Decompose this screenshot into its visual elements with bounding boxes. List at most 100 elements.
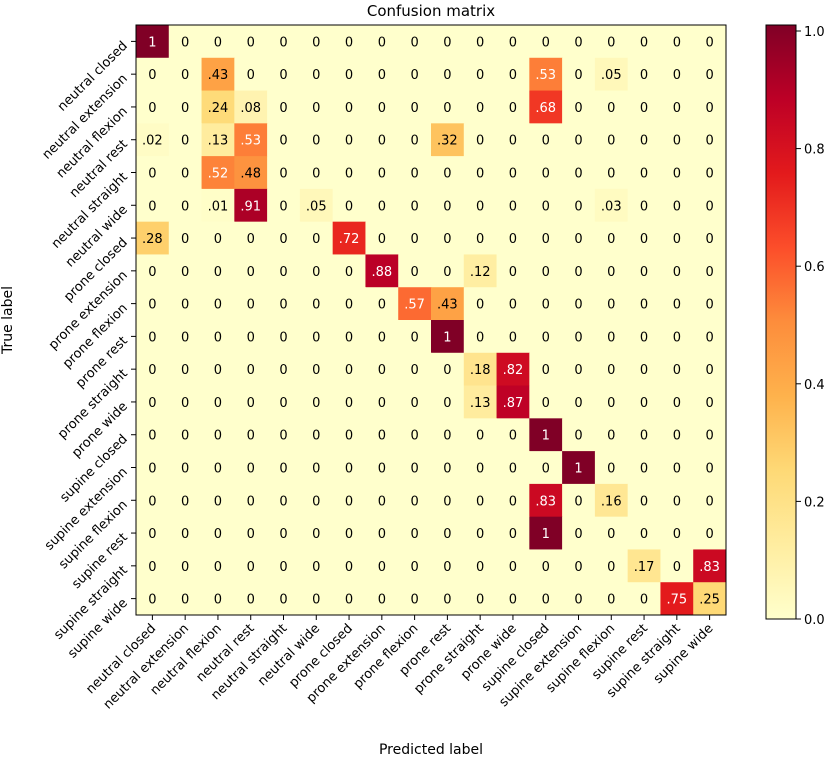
cell-value-label: 0: [705, 330, 713, 345]
heatmap-cell: [529, 582, 563, 616]
cell-value-label: 0: [279, 330, 287, 345]
cell-value-label: 0: [476, 494, 484, 509]
heatmap-cell: [168, 549, 203, 583]
heatmap-cell: [660, 254, 694, 288]
cell-value-label: 0: [673, 429, 681, 444]
cell-value-label: 0: [214, 429, 222, 444]
heatmap-cell: [627, 123, 661, 157]
heatmap-cell: [463, 57, 498, 92]
heatmap-cell: [136, 57, 170, 92]
cell-value-label: 0: [705, 396, 713, 411]
cell-value-label: 0: [705, 429, 713, 444]
cell-value-label: 0: [181, 101, 189, 116]
cell-value-label: 1: [148, 35, 156, 50]
heatmap-cell: [332, 582, 366, 616]
heatmap-cell: [267, 320, 301, 354]
heatmap-cell: [201, 221, 235, 255]
cell-value-label: 0: [345, 298, 353, 313]
cell-value-label: 0: [607, 134, 615, 149]
heatmap-cell: [463, 352, 498, 387]
heatmap-cell: [660, 188, 694, 223]
cell-value-label: 0: [705, 494, 713, 509]
cell-value-label: 0: [443, 429, 451, 444]
cell-value-label: 0: [410, 265, 418, 280]
heatmap-cell: [463, 549, 498, 583]
cell-value-label: 0: [410, 35, 418, 50]
heatmap-cell: [201, 549, 235, 583]
heatmap-cell: [201, 287, 235, 321]
heatmap-cell: [594, 156, 629, 190]
heatmap-cell: [431, 451, 465, 485]
heatmap-cell: [693, 156, 727, 190]
heatmap-cell: [529, 287, 563, 321]
cell-value-label: 0: [542, 298, 550, 313]
cell-value-label: 0: [279, 101, 287, 116]
heatmap-cell: [136, 418, 170, 452]
cell-value-label: 0: [574, 134, 582, 149]
heatmap-cell: [234, 385, 268, 419]
heatmap-cell: [594, 516, 629, 550]
heatmap-cell: [660, 90, 694, 124]
cell-value-label: 0: [673, 35, 681, 50]
heatmap-cell: [693, 287, 727, 321]
heatmap-cell: [201, 25, 235, 59]
heatmap-cell: [693, 549, 727, 583]
cell-value-label: 0: [279, 396, 287, 411]
cell-value-label: 0: [574, 68, 582, 83]
cell-value-label: 0: [705, 232, 713, 247]
cell-value-label: 0: [443, 396, 451, 411]
cell-value-label: 0: [214, 593, 222, 608]
cell-value-label: 0: [214, 527, 222, 542]
cell-value-label: 0: [181, 68, 189, 83]
cell-value-label: 0: [509, 462, 517, 477]
cell-value-label: 0: [410, 68, 418, 83]
heatmap-cell: [299, 418, 334, 452]
cell-value-label: 0: [148, 462, 156, 477]
cell-value-label: 0: [705, 298, 713, 313]
heatmap-cell: [365, 57, 399, 92]
cell-value-label: 0: [181, 462, 189, 477]
heatmap-cell: [660, 320, 694, 354]
cell-value-label: 0: [476, 232, 484, 247]
cell-value-label: 0: [410, 527, 418, 542]
heatmap-cell: [529, 385, 563, 419]
cell-value-label: 0: [574, 363, 582, 378]
heatmap-cell: [529, 451, 563, 485]
cell-value-label: 0: [378, 298, 386, 313]
cell-value-label: 0: [279, 167, 287, 182]
cell-value-label: .52: [208, 167, 229, 182]
heatmap-cell: [529, 123, 563, 157]
heatmap-cell: [627, 483, 661, 518]
cell-value-label: 0: [640, 593, 648, 608]
heatmap-cell: [234, 483, 268, 518]
heatmap-cell: [431, 516, 465, 550]
heatmap-cell: [201, 90, 235, 124]
heatmap-cell: [267, 57, 301, 92]
heatmap-cell: [431, 549, 465, 583]
heatmap-cell: [365, 549, 399, 583]
cell-value-label: 0: [247, 363, 255, 378]
heatmap-cell: [562, 287, 596, 321]
heatmap-cell: [136, 156, 170, 190]
heatmap-cell: [431, 385, 465, 419]
cell-value-label: 0: [312, 265, 320, 280]
cell-value-label: 0: [312, 593, 320, 608]
cell-value-label: 0: [574, 429, 582, 444]
cell-value-label: 0: [542, 265, 550, 280]
heatmap-cell: [168, 516, 203, 550]
cell-value-label: 0: [607, 429, 615, 444]
cell-value-label: 0: [378, 199, 386, 214]
cell-value-label: 0: [509, 494, 517, 509]
heatmap-cell: [529, 25, 563, 59]
cell-value-label: 0: [410, 232, 418, 247]
cell-value-label: 0: [345, 494, 353, 509]
heatmap-cell: [234, 57, 268, 92]
heatmap-cell: [594, 582, 629, 616]
cell-value-label: 0: [181, 593, 189, 608]
cell-value-label: 0: [607, 101, 615, 116]
cell-value-label: 0: [476, 330, 484, 345]
heatmap-cell: [365, 287, 399, 321]
cell-value-label: 0: [509, 68, 517, 83]
heatmap-cell: [594, 123, 629, 157]
